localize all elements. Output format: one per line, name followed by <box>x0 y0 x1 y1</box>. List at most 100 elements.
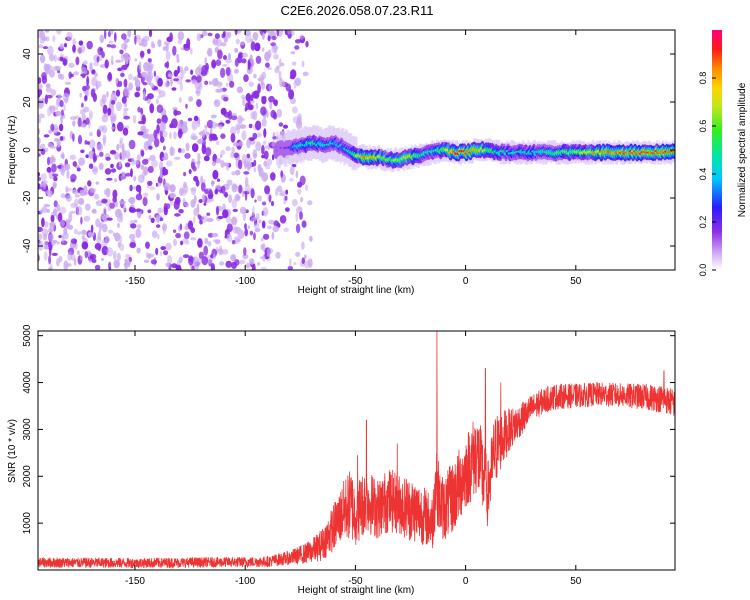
heatmap-noise-blob <box>249 55 253 60</box>
heatmap-noise-blob <box>142 158 149 165</box>
heatmap-noise-blob <box>175 232 182 239</box>
heatmap-noise-blob <box>211 121 217 129</box>
heatmap-noise-blob <box>52 173 59 177</box>
heatmap-noise-blob <box>117 223 120 228</box>
heatmap-noise-blob <box>137 224 142 230</box>
colorbar-ticks: 0.0 0.2 0.4 0.6 0.8 <box>698 72 716 276</box>
heatmap-noise-blob <box>265 62 270 68</box>
heatmap-x-ticks: -150 -100 -50 0 50 <box>125 30 582 287</box>
heatmap-noise-blob <box>206 218 214 222</box>
heatmap-noise-blob <box>118 161 122 168</box>
heatmap-noise-blob <box>83 215 91 222</box>
heatmap-noise-blob <box>89 62 93 72</box>
heatmap-noise-blob <box>104 59 109 69</box>
heatmap-noise-blob <box>143 259 150 263</box>
heatmap-noise-blob <box>180 188 188 196</box>
heatmap-noise-blob <box>145 241 150 249</box>
heatmap-noise-blob <box>261 201 267 206</box>
heatmap-noise-blob <box>119 137 124 144</box>
heatmap-noise-blob <box>257 164 262 172</box>
heatmap-noise-blob <box>215 88 223 93</box>
heatmap-noise-blob <box>190 187 197 192</box>
heatmap-noise-blob <box>280 170 284 178</box>
heatmap-noise-blob <box>163 41 170 46</box>
heatmap-noise-blob <box>191 135 198 141</box>
heatmap-noise-blob <box>146 185 150 189</box>
heatmap-x-axis-label: Height of straight line (km) <box>298 285 415 296</box>
heatmap-noise-blob <box>232 208 238 213</box>
heatmap-noise-blob <box>195 179 200 187</box>
heatmap-noise-blob <box>253 167 257 173</box>
heatmap-noise-blob <box>155 224 161 228</box>
heatmap-noise-blob <box>296 116 302 125</box>
heatmap-noise-blob <box>205 131 210 136</box>
heatmap-noise-blob <box>69 73 74 78</box>
heatmap-noise-blob <box>137 131 145 136</box>
heatmap-noise-blob <box>138 186 142 196</box>
heatmap-noise-blob <box>156 193 160 201</box>
heatmap-noise-blob <box>102 104 108 115</box>
heatmap-noise-blob <box>207 32 213 37</box>
heatmap-noise-blob <box>95 218 100 228</box>
heatmap-noise-blob <box>231 240 236 245</box>
heatmap-noise-blob <box>193 207 200 216</box>
heatmap-noise-blob <box>133 219 138 223</box>
heatmap-noise-blob <box>176 75 183 85</box>
heatmap-noise-blob <box>47 45 54 56</box>
heatmap-noise-blob <box>290 69 297 79</box>
heatmap-noise-blob <box>81 114 86 121</box>
heatmap-noise-blob <box>65 194 72 202</box>
heatmap-noise-blob <box>240 41 245 46</box>
heatmap-noise-blob <box>254 199 257 203</box>
heatmap-noise-blob <box>183 68 187 75</box>
colorbar-tick-label: 0.4 <box>698 168 708 181</box>
heatmap-noise-blob <box>300 196 304 203</box>
heatmap-noise-blob <box>237 159 243 170</box>
heatmap-noise-blob <box>242 253 249 260</box>
heatmap-noise-blob <box>185 103 188 109</box>
heatmap-noise-blob <box>44 94 49 105</box>
heatmap-noise-blob <box>263 150 269 160</box>
heatmap-noise-blob <box>42 46 49 50</box>
heatmap-noise-blob <box>202 30 208 37</box>
heatmap-noise-blob <box>210 263 215 270</box>
heatmap-noise-blob <box>253 222 260 230</box>
heatmap-noise-blob <box>188 96 194 102</box>
heatmap-noise-blob <box>74 115 80 120</box>
heatmap-noise-blob <box>231 183 238 193</box>
heatmap-noise-blob <box>159 121 166 132</box>
heatmap-noise-blob <box>198 131 205 136</box>
heatmap-noise-blob <box>200 182 206 192</box>
heatmap-noise-blob <box>147 253 151 260</box>
heatmap-noise-blob <box>255 213 260 220</box>
heatmap-noise-blob <box>253 232 256 241</box>
heatmap-noise-blob <box>191 120 198 131</box>
heatmap-noise-blob <box>81 229 87 236</box>
heatmap-noise-layer <box>38 30 313 270</box>
heatmap-noise-blob <box>38 113 45 119</box>
heatmap-noise-blob <box>68 62 75 68</box>
heatmap-noise-blob <box>176 260 181 266</box>
heatmap-noise-blob <box>164 62 168 68</box>
heatmap-noise-blob <box>252 149 258 159</box>
heatmap-noise-blob <box>268 83 272 91</box>
y-tick-label: 4000 <box>22 371 33 394</box>
heatmap-noise-blob <box>124 258 129 262</box>
heatmap-noise-blob <box>104 235 110 244</box>
heatmap-noise-blob <box>257 195 262 202</box>
heatmap-noise-blob <box>57 212 63 223</box>
heatmap-noise-blob <box>278 122 284 127</box>
heatmap-noise-blob <box>157 95 161 99</box>
heatmap-noise-blob <box>267 225 272 230</box>
heatmap-noise-blob <box>81 241 89 250</box>
heatmap-noise-blob <box>291 198 298 207</box>
heatmap-noise-blob <box>52 35 56 43</box>
heatmap-noise-blob <box>129 184 133 192</box>
heatmap-noise-blob <box>222 249 229 255</box>
heatmap-noise-blob <box>238 52 244 59</box>
heatmap-noise-blob <box>196 99 202 107</box>
heatmap-noise-blob <box>67 251 73 261</box>
heatmap-noise-blob <box>271 154 275 161</box>
heatmap-noise-blob <box>161 156 168 161</box>
heatmap-noise-blob <box>125 38 130 43</box>
